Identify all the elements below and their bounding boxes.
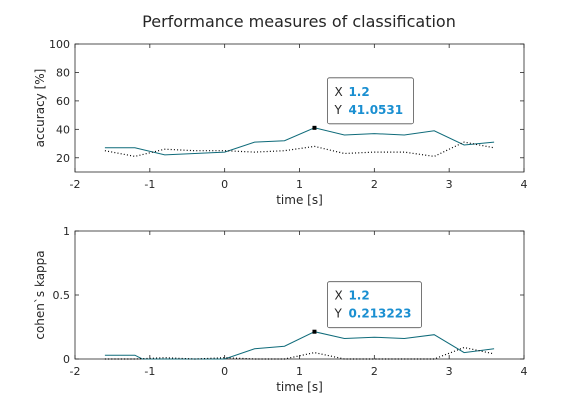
- kappa-datatip-x-value: 1.2: [348, 289, 369, 303]
- accuracy-datatip-marker[interactable]: [312, 125, 317, 130]
- accuracy-x-tick-label: 2: [371, 178, 378, 191]
- accuracy-x-tick-label: 3: [446, 178, 453, 191]
- kappa-y-tick-label: 0: [63, 353, 70, 366]
- kappa-x-tick-label: 0: [221, 365, 228, 378]
- accuracy-y-tick-label: 60: [56, 95, 70, 108]
- kappa-x-axis-label: time [s]: [276, 380, 323, 394]
- kappa-x-tick-label: -2: [70, 365, 81, 378]
- accuracy-y-tick-label: 20: [56, 152, 70, 165]
- chart-title: Performance measures of classification: [142, 12, 456, 31]
- kappa-datatip-y-value: 0.213223: [348, 307, 411, 321]
- kappa-x-tick-label: 2: [371, 365, 378, 378]
- accuracy-chart: -2 -1 0 1 2 3 4 20 40 60 80 100 time [s] accuracy [%]…: [33, 38, 528, 207]
- accuracy-series-dotted-line: [104, 141, 495, 158]
- accuracy-y-axis-label: accuracy [%]: [33, 69, 47, 148]
- accuracy-datatip-y-value: 41.0531: [348, 103, 403, 117]
- accuracy-axes-box: [74, 43, 525, 173]
- kappa-x-tick-label: 1: [296, 365, 303, 378]
- accuracy-datatip-y-key: Y: [333, 103, 342, 117]
- accuracy-datatip-x-key: X: [334, 85, 342, 99]
- kappa-datatip-marker[interactable]: [312, 329, 317, 334]
- kappa-series-dotted-line: [104, 346, 495, 360]
- kappa-y-tick-label: 0.5: [53, 289, 71, 302]
- accuracy-x-tick-label: 1: [296, 178, 303, 191]
- kappa-y-axis-label: cohen`s kappa: [33, 250, 47, 339]
- accuracy-x-tick-label: -1: [144, 178, 155, 191]
- kappa-x-tick-label: -1: [144, 365, 155, 378]
- accuracy-x-axis-label: time [s]: [276, 193, 323, 207]
- accuracy-datatip-box: [327, 77, 414, 125]
- kappa-datatip-x-key: X: [334, 289, 342, 303]
- accuracy-x-tick-label: -2: [70, 178, 81, 191]
- accuracy-x-tick-label: 0: [221, 178, 228, 191]
- kappa-datatip-box: [327, 281, 422, 329]
- kappa-axes-box: [74, 230, 525, 360]
- kappa-datatip-y-key: Y: [333, 307, 342, 321]
- accuracy-y-tick-label: 100: [49, 38, 70, 51]
- kappa-x-tick-label: 4: [521, 365, 528, 378]
- kappa-series-solid-line: [104, 331, 495, 360]
- accuracy-series-solid-line: [104, 127, 495, 156]
- kappa-x-tick-label: 3: [446, 365, 453, 378]
- accuracy-y-tick-label: 80: [56, 66, 70, 79]
- kappa-chart: -2 -1 0 1 2 3 4 0 0.5 1 time [s] cohen`s kappa X 1.2 Y…: [33, 225, 528, 394]
- accuracy-datatip-x-value: 1.2: [348, 85, 369, 99]
- accuracy-y-tick-label: 40: [56, 123, 70, 136]
- accuracy-x-tick-label: 4: [521, 178, 528, 191]
- kappa-y-tick-label: 1: [63, 225, 70, 238]
